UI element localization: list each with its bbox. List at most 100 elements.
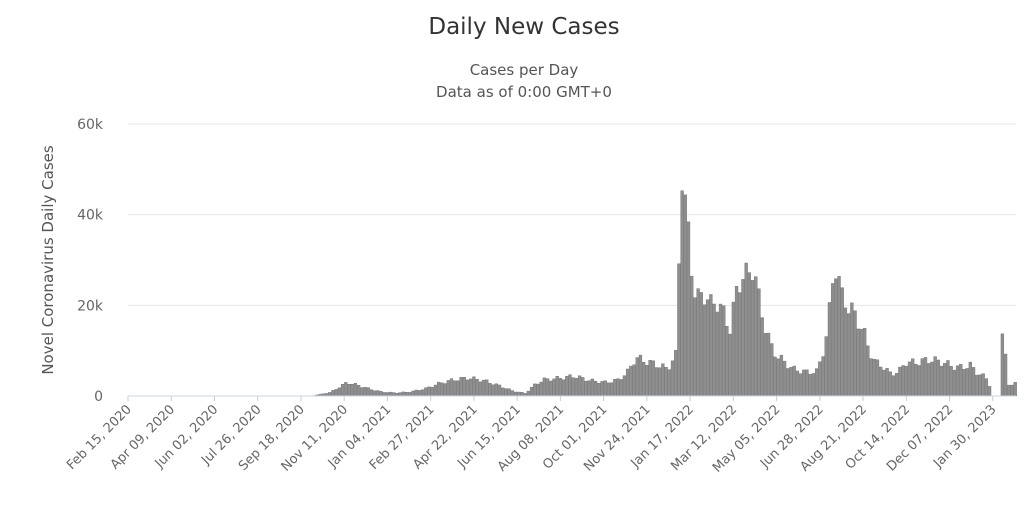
bar [511,391,514,396]
bar [953,370,956,396]
bar [428,387,431,396]
bar [876,360,879,396]
bar [472,377,475,396]
bar [466,380,469,396]
bar [578,376,581,396]
bar [825,337,828,396]
bar [463,377,466,396]
bar [719,304,722,396]
bar [838,276,841,396]
bar [498,385,501,396]
bar [809,374,812,396]
bar [703,305,706,396]
bar [482,380,485,396]
bar [453,381,456,396]
bar [488,383,491,396]
bar [636,358,639,396]
bar [665,367,668,396]
bar [556,376,559,396]
bar [802,370,805,396]
bar [402,392,405,396]
bar [674,350,677,396]
bar [742,279,745,396]
bar [697,289,700,396]
bar [934,357,937,396]
bar [729,334,732,396]
bar [725,326,728,396]
bar [655,368,658,396]
bar [610,383,613,396]
bar [450,379,453,396]
bar [886,368,889,396]
bar [617,379,620,396]
bar [854,311,857,396]
bar [360,388,363,396]
bar [434,385,437,396]
bar [1011,385,1014,396]
bar [745,263,748,396]
bar [476,379,479,396]
bar [770,344,773,396]
bar [521,392,524,396]
bar [492,385,495,396]
bar [706,300,709,396]
bar [700,292,703,396]
bar [732,302,735,396]
bar [364,387,367,396]
bar [844,308,847,396]
bar [328,392,331,396]
bar [354,383,357,396]
bar [693,298,696,396]
bar [479,382,482,396]
bar [569,375,572,396]
bar [940,366,943,396]
bar [786,368,789,396]
bar [892,376,895,396]
bar [456,381,459,396]
bar [543,378,546,396]
bar [370,390,373,396]
bar [1004,354,1007,396]
bar [812,373,815,396]
bar [921,359,924,396]
bar [405,392,408,396]
bar [722,306,725,396]
bar [790,367,793,396]
bar [882,370,885,396]
bar [431,387,434,396]
bar [671,361,674,396]
bar [357,385,360,396]
bar [860,329,863,396]
bar [549,381,552,396]
bar [485,380,488,396]
bar [383,392,386,396]
bar [341,384,344,396]
chart-subtitle-line-1: Cases per Day [470,61,579,79]
bar [668,370,671,396]
bar [469,379,472,396]
bar [956,366,959,396]
bar [966,368,969,396]
bar [927,363,930,396]
bar [642,362,645,396]
bar [629,366,632,396]
bar [767,333,770,396]
bar [850,303,853,396]
bar [758,289,761,396]
y-tick-label: 20k [77,298,104,314]
bar [985,379,988,396]
bar-series [312,191,1016,396]
bar [495,384,498,396]
bar [344,382,347,396]
bar [517,392,520,396]
bar [690,276,693,396]
bar [597,383,600,396]
bar [748,273,751,396]
bar [620,379,623,396]
bar [415,390,418,396]
bar [594,381,597,396]
bar [501,388,504,396]
bar [440,383,443,396]
